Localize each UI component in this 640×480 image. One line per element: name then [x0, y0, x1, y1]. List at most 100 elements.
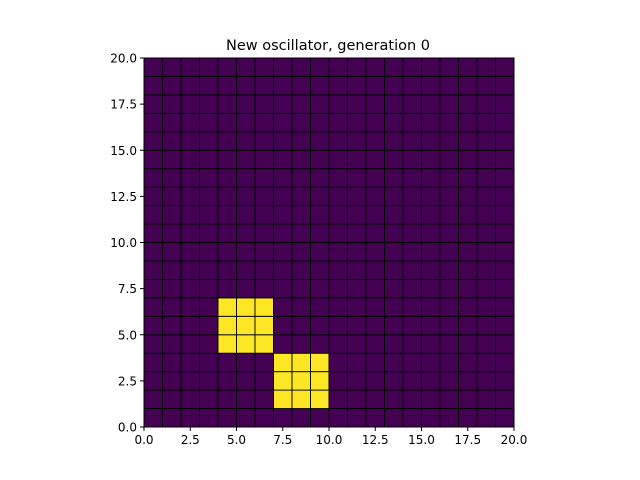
- cell-dead: [476, 371, 496, 391]
- cell-dead: [384, 205, 404, 225]
- cell-dead: [328, 242, 348, 262]
- cell-dead: [143, 112, 163, 133]
- y-tick-label: 2.5: [118, 374, 137, 388]
- cell-dead: [254, 389, 274, 410]
- cell-dead: [143, 389, 163, 410]
- cell-dead: [199, 352, 219, 373]
- cell-dead: [199, 408, 219, 428]
- cell-dead: [328, 57, 348, 77]
- cell-dead: [458, 297, 478, 317]
- cell-alive: [310, 371, 330, 391]
- cell-dead: [458, 57, 478, 77]
- cell-dead: [310, 334, 330, 354]
- cell-dead: [236, 57, 256, 77]
- x-tick-label: 12.5: [362, 433, 389, 447]
- cell-dead: [217, 223, 237, 243]
- cell-dead: [291, 242, 311, 262]
- cell-dead: [421, 315, 441, 336]
- cell-dead: [347, 315, 367, 336]
- y-tick-label: 10.0: [110, 236, 137, 250]
- cell-dead: [162, 149, 182, 170]
- cell-dead: [291, 334, 311, 354]
- cell-dead: [421, 408, 441, 428]
- cell-dead: [439, 75, 459, 96]
- cell-dead: [236, 186, 256, 207]
- cell-dead: [310, 223, 330, 243]
- y-tick-label: 17.5: [110, 98, 137, 112]
- cell-dead: [439, 168, 459, 188]
- cell-dead: [476, 205, 496, 225]
- cell-dead: [273, 57, 293, 77]
- cell-dead: [143, 131, 163, 151]
- x-tick-label: 15.0: [408, 433, 435, 447]
- cell-dead: [162, 131, 182, 151]
- cell-dead: [421, 94, 441, 114]
- cell-dead: [365, 278, 385, 299]
- cell-dead: [495, 371, 515, 391]
- cell-dead: [421, 186, 441, 207]
- cell-dead: [347, 223, 367, 243]
- cell-dead: [236, 223, 256, 243]
- cell-dead: [402, 112, 422, 133]
- cell-dead: [236, 94, 256, 114]
- cell-dead: [365, 112, 385, 133]
- cell-dead: [402, 75, 422, 96]
- x-tick-label: 20.0: [501, 433, 528, 447]
- cell-dead: [273, 75, 293, 96]
- cell-dead: [217, 389, 237, 410]
- cell-dead: [421, 260, 441, 280]
- cell-dead: [291, 297, 311, 317]
- cell-dead: [439, 315, 459, 336]
- cell-dead: [476, 242, 496, 262]
- cell-dead: [291, 205, 311, 225]
- cell-dead: [421, 149, 441, 170]
- cell-dead: [365, 149, 385, 170]
- cell-dead: [310, 205, 330, 225]
- cell-dead: [439, 223, 459, 243]
- cell-dead: [365, 75, 385, 96]
- cell-dead: [476, 297, 496, 317]
- cell-dead: [439, 260, 459, 280]
- cell-dead: [347, 186, 367, 207]
- cell-dead: [495, 278, 515, 299]
- cell-dead: [180, 186, 200, 207]
- cell-dead: [273, 168, 293, 188]
- cell-dead: [328, 371, 348, 391]
- cell-dead: [365, 186, 385, 207]
- cell-dead: [384, 242, 404, 262]
- cell-dead: [180, 94, 200, 114]
- chart-title: New oscillator, generation 0: [226, 38, 430, 54]
- cell-dead: [143, 242, 163, 262]
- cell-dead: [365, 168, 385, 188]
- cell-dead: [143, 297, 163, 317]
- cell-dead: [402, 315, 422, 336]
- cell-dead: [162, 57, 182, 77]
- cell-dead: [439, 131, 459, 151]
- cell-dead: [347, 112, 367, 133]
- cell-dead: [236, 278, 256, 299]
- cell-dead: [273, 223, 293, 243]
- x-tick-label: 10.0: [316, 433, 343, 447]
- cell-dead: [254, 94, 274, 114]
- cell-dead: [199, 371, 219, 391]
- cell-dead: [199, 260, 219, 280]
- cell-dead: [199, 334, 219, 354]
- cell-alive: [273, 371, 293, 391]
- cell-dead: [421, 75, 441, 96]
- cell-dead: [495, 260, 515, 280]
- cell-dead: [476, 131, 496, 151]
- cell-dead: [143, 149, 163, 170]
- cell-dead: [421, 297, 441, 317]
- cell-dead: [365, 223, 385, 243]
- cell-dead: [143, 186, 163, 207]
- cell-dead: [328, 186, 348, 207]
- cell-dead: [310, 57, 330, 77]
- cell-dead: [347, 278, 367, 299]
- cell-dead: [236, 131, 256, 151]
- cell-dead: [273, 131, 293, 151]
- cell-dead: [254, 278, 274, 299]
- cell-alive: [273, 352, 293, 373]
- cell-alive: [236, 315, 256, 336]
- cell-dead: [180, 408, 200, 428]
